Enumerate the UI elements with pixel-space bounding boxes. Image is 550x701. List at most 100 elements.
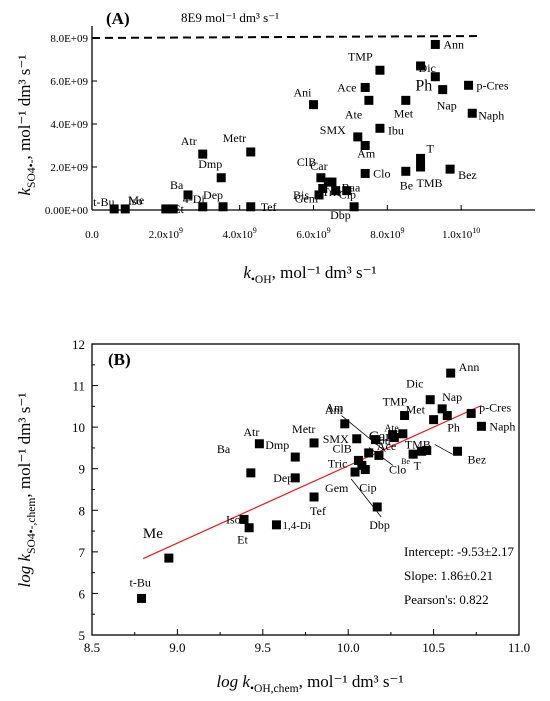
point-label: Bez [458, 168, 477, 182]
data-point [398, 429, 408, 439]
point-label: Be [401, 457, 410, 466]
point-label: Atr [243, 425, 259, 439]
point-label: ClB [332, 441, 351, 455]
y-axis-label-sub: SO4•-,chem [25, 498, 38, 554]
point-label: Et [237, 533, 248, 547]
data-point [408, 449, 418, 459]
data-point [476, 421, 486, 431]
x-axis-label-sub: •OH,chem [250, 682, 299, 695]
chart-b: 8.5 9.0 9.5 10.0 10.5 11.0 5 6 7 8 9 10 11 12 (B) log k… [15, 337, 530, 695]
y-axis-label: log kSO4•-,chem, mol⁻¹ dm³ s⁻¹ [15, 393, 38, 588]
point-label: Ace [377, 439, 396, 453]
point-label: Gem [325, 481, 349, 495]
data-point [216, 173, 226, 183]
point-label: Dep [203, 188, 223, 202]
fit-pearson-text: Pearson's: 0.822 [404, 592, 489, 607]
point-label: Nap [437, 99, 457, 113]
data-point [360, 82, 370, 92]
point-label: t-Bu [93, 195, 114, 209]
data-point [437, 404, 447, 414]
data-point [309, 492, 319, 502]
x-tick-label-exp: 10 [472, 226, 480, 235]
reference-line-label: 8E9 mol⁻¹ dm³ s⁻¹ [181, 10, 279, 25]
point-label: Ba [217, 442, 231, 456]
point-label: TMP [383, 395, 408, 409]
point-label: Dic [419, 61, 436, 75]
data-point [218, 202, 228, 212]
data-point [290, 473, 300, 483]
data-point [342, 186, 352, 196]
data-point [360, 141, 370, 150]
panel-label: (B) [108, 350, 131, 369]
data-point [271, 520, 281, 530]
point-label: Ba [170, 178, 184, 192]
fit-slope-text: Slope: 1.86±0.21 [404, 568, 493, 583]
point-label: Tric [322, 185, 342, 199]
point-label: Ace [337, 80, 356, 94]
data-point [353, 455, 363, 465]
point-label: T [427, 141, 435, 155]
point-label: Gem [295, 192, 319, 206]
point-label: Cip [359, 481, 376, 495]
point-label: 1,4-Di [282, 520, 310, 532]
point-label: Nap [442, 390, 462, 404]
data-point [327, 177, 337, 187]
data-point [422, 445, 432, 455]
y-tick-label: 4.0E+09 [50, 119, 88, 131]
data-point [466, 408, 476, 418]
label-leader-line [341, 415, 386, 452]
x-tick-label: 4.0x109 [223, 226, 257, 241]
data-point [425, 395, 435, 405]
y-tick-label: 8 [79, 503, 86, 518]
data-point [109, 204, 119, 214]
point-label: Ann [459, 360, 480, 374]
data-point [316, 173, 326, 183]
y-tick-label: 8.0E+09 [50, 33, 88, 45]
data-point [183, 190, 193, 200]
y-tick-label: 10 [72, 420, 85, 435]
point-label: p-Cres [477, 78, 509, 92]
data-point [309, 438, 319, 448]
panel-label: (A) [106, 9, 130, 28]
point-label: 4-Di [183, 192, 206, 206]
point-label: p-Cres [479, 400, 511, 414]
x-tick-label-exp: 9 [253, 226, 257, 235]
point-label: Naph [478, 108, 504, 122]
x-tick-label-base: 0.0 [85, 229, 99, 241]
reference-line [91, 35, 483, 39]
y-axis-label: kSO4•-, mol⁻¹ dm³ s⁻¹ [15, 55, 38, 196]
data-point [445, 164, 455, 174]
y-tick-label: 12 [72, 337, 85, 352]
data-point [314, 190, 324, 200]
point-label: Clo [373, 166, 390, 180]
point-label: Ibu [388, 123, 404, 137]
point-label: Bez [468, 452, 487, 466]
data-point [239, 514, 249, 524]
data-point [353, 132, 363, 142]
point-label: Dmp [265, 438, 289, 452]
y-axis-label-unit: , mol⁻¹ dm³ s⁻¹ [15, 393, 34, 498]
point-label: Iso [226, 512, 241, 526]
data-point [400, 411, 410, 421]
point-label: Am [357, 147, 376, 161]
point-label: Metr [223, 131, 246, 145]
x-axis-label-unit: , mol⁻¹ dm³ s⁻¹ [299, 672, 404, 691]
data-point [309, 100, 318, 110]
point-label: Et [173, 202, 184, 216]
data-point [164, 553, 174, 563]
point-label: Ani [294, 86, 313, 100]
x-tick-label: 11.0 [508, 640, 530, 655]
data-point [352, 434, 362, 444]
point-label: Ate [384, 424, 399, 435]
point-label: T [414, 458, 422, 472]
point-label: Met [394, 106, 414, 120]
data-point [401, 166, 411, 176]
data-point [198, 202, 208, 212]
data-point [389, 433, 399, 443]
x-tick-label-base: 2.0x10 [149, 229, 180, 241]
data-point [417, 446, 427, 456]
point-label: Metr [292, 422, 315, 436]
x-axis-label-unit: , mol⁻¹ dm³ s⁻¹ [272, 263, 377, 282]
y-tick-label: 9 [79, 462, 86, 477]
chart-a: 0.00E+00 2.0E+09 4.0E+09 6.0E+09 8.0E+09 0.0 2… [15, 9, 535, 286]
